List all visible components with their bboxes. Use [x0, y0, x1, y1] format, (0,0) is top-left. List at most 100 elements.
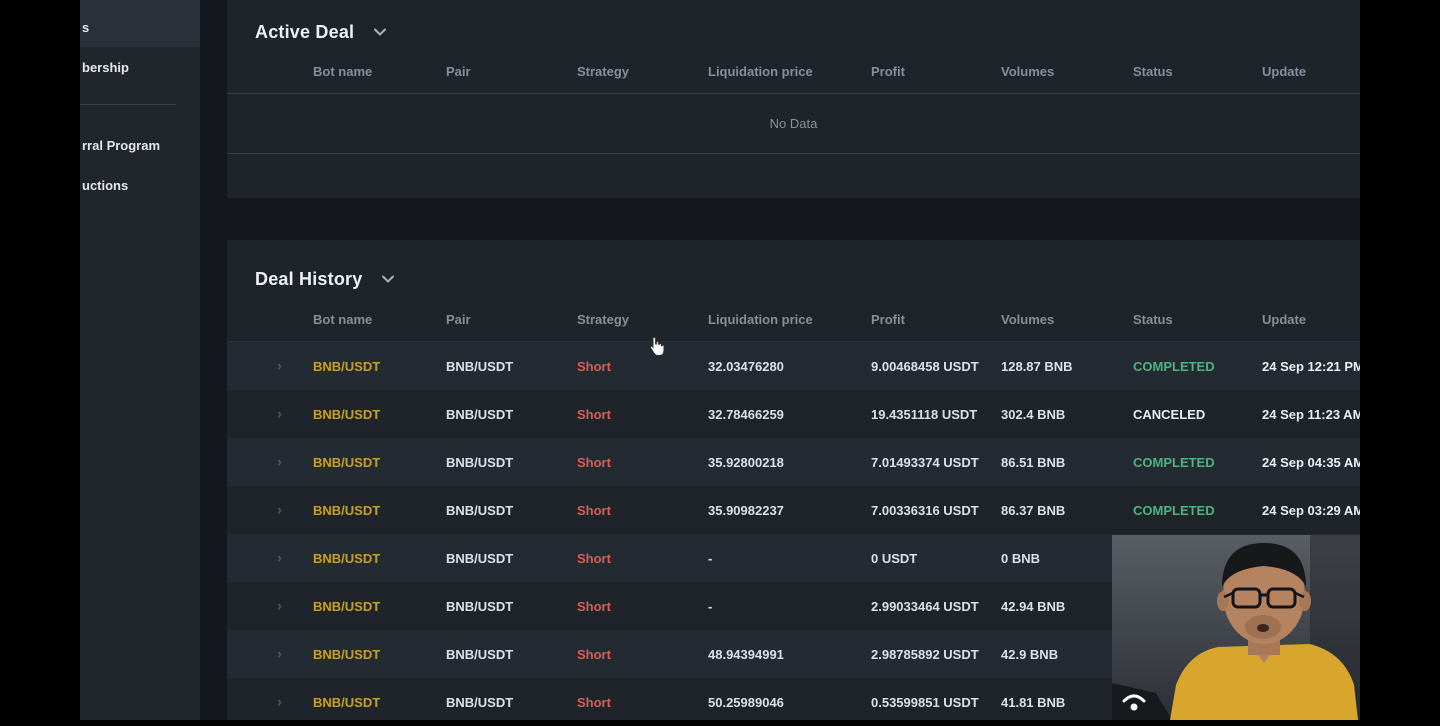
cell-liquidation-price: -	[708, 550, 713, 566]
cell-strategy: Short	[577, 406, 611, 422]
cell-volumes: 0 BNB	[1001, 550, 1041, 566]
col-bot-name: Bot name	[313, 64, 373, 79]
cell-bot-name[interactable]: BNB/USDT	[313, 502, 381, 518]
cell-pair: BNB/USDT	[446, 550, 514, 566]
sidebar-active-item-bg	[80, 0, 200, 47]
table-row[interactable]: › BNB/USDT BNB/USDT Short - 2.99033464 U…	[227, 582, 1360, 630]
cell-pair: BNB/USDT	[446, 598, 514, 614]
col-bot-name: Bot name	[313, 312, 373, 327]
cell-profit: 9.00468458 USDT	[871, 358, 979, 374]
table-row[interactable]: › BNB/USDT BNB/USDT Short 50.25989046 0.…	[227, 678, 1360, 726]
webcam-overlay	[1112, 535, 1360, 720]
cell-volumes: 86.37 BNB	[1001, 502, 1066, 518]
row-expand-chevron-icon[interactable]: ›	[277, 645, 282, 663]
row-expand-chevron-icon[interactable]: ›	[277, 453, 282, 471]
cell-update: 24 Sep 11:23 AM	[1262, 406, 1360, 422]
active-deal-title: Active Deal	[255, 21, 355, 42]
cell-strategy: Short	[577, 598, 611, 614]
cell-liquidation-price: -	[708, 598, 713, 614]
cell-pair: BNB/USDT	[446, 406, 514, 422]
row-expand-chevron-icon[interactable]: ›	[277, 405, 282, 423]
table-row[interactable]: › BNB/USDT BNB/USDT Short 35.90982237 7.…	[227, 486, 1360, 534]
cell-status: COMPLETED	[1133, 358, 1215, 374]
cell-liquidation-price: 35.92800218	[708, 454, 784, 470]
sidebar-item-instructions[interactable]: uctions	[82, 178, 129, 193]
cell-profit: 0.53599851 USDT	[871, 694, 979, 710]
cell-volumes: 128.87 BNB	[1001, 358, 1073, 374]
cell-liquidation-price: 32.03476280	[708, 358, 784, 374]
cell-volumes: 302.4 BNB	[1001, 406, 1066, 422]
cell-bot-name[interactable]: BNB/USDT	[313, 694, 381, 710]
row-expand-chevron-icon[interactable]: ›	[277, 501, 282, 519]
cell-update: 24 Sep 04:35 AM	[1262, 454, 1360, 470]
sidebar-item-membership[interactable]: bership	[82, 60, 129, 75]
cell-strategy: Short	[577, 646, 611, 662]
cell-strategy: Short	[577, 358, 611, 374]
cell-pair: BNB/USDT	[446, 358, 514, 374]
col-profit: Profit	[871, 312, 905, 327]
cell-update: 24 Sep 03:29 AM	[1262, 502, 1360, 518]
webcam-video-frame	[1112, 535, 1360, 720]
cell-bot-name[interactable]: BNB/USDT	[313, 454, 381, 470]
cell-liquidation-price: 35.90982237	[708, 502, 784, 518]
col-strategy: Strategy	[577, 64, 630, 79]
cell-bot-name[interactable]: BNB/USDT	[313, 406, 381, 422]
cell-volumes: 42.9 BNB	[1001, 646, 1059, 662]
cell-pair: BNB/USDT	[446, 694, 514, 710]
col-strategy: Strategy	[577, 312, 630, 327]
table-row[interactable]: › BNB/USDT BNB/USDT Short 35.92800218 7.…	[227, 438, 1360, 486]
table-row[interactable]: › BNB/USDT BNB/USDT Short 32.78466259 19…	[227, 390, 1360, 438]
col-liquidation-price: Liquidation price	[708, 312, 813, 327]
active-deal-header: Bot name Pair Strategy Liquidation price…	[227, 50, 1360, 94]
cell-volumes: 41.81 BNB	[1001, 694, 1066, 710]
col-volumes: Volumes	[1001, 312, 1055, 327]
row-expand-chevron-icon[interactable]: ›	[277, 549, 282, 567]
sidebar: s bership rral Program uctions	[80, 0, 200, 720]
cell-bot-name[interactable]: BNB/USDT	[313, 646, 381, 662]
letterbox-left	[0, 0, 80, 720]
cell-liquidation-price: 50.25989046	[708, 694, 784, 710]
col-volumes: Volumes	[1001, 64, 1055, 79]
col-liquidation-price: Liquidation price	[708, 64, 813, 79]
cell-status: COMPLETED	[1133, 454, 1215, 470]
cell-strategy: Short	[577, 550, 611, 566]
cell-pair: BNB/USDT	[446, 646, 514, 662]
cell-bot-name[interactable]: BNB/USDT	[313, 598, 381, 614]
cell-volumes: 42.94 BNB	[1001, 598, 1066, 614]
deal-history-collapse-chevron-icon[interactable]	[380, 271, 396, 287]
cell-status: CANCELED	[1133, 406, 1206, 422]
cell-bot-name[interactable]: BNB/USDT	[313, 550, 381, 566]
cell-profit: 2.99033464 USDT	[871, 598, 979, 614]
cell-strategy: Short	[577, 502, 611, 518]
cell-profit: 0 USDT	[871, 550, 918, 566]
col-status: Status	[1133, 64, 1173, 79]
table-row[interactable]: › BNB/USDT BNB/USDT Short 32.03476280 9.…	[227, 342, 1360, 390]
deal-history-title: Deal History	[255, 268, 363, 289]
cell-liquidation-price: 48.94394991	[708, 646, 784, 662]
col-status: Status	[1133, 312, 1173, 327]
active-deal-card: Active Deal Bot name Pair Strategy Liqui…	[227, 0, 1360, 198]
col-update: Update	[1262, 64, 1307, 79]
active-deal-collapse-chevron-icon[interactable]	[372, 24, 388, 40]
sidebar-item-bots[interactable]: s	[82, 20, 90, 35]
row-expand-chevron-icon[interactable]: ›	[277, 357, 282, 375]
cell-profit: 19.4351118 USDT	[871, 406, 978, 422]
cell-status: COMPLETED	[1133, 502, 1215, 518]
letterbox-right	[1360, 0, 1440, 720]
cell-profit: 7.00336316 USDT	[871, 502, 979, 518]
cell-strategy: Short	[577, 454, 611, 470]
row-expand-chevron-icon[interactable]: ›	[277, 597, 282, 615]
sidebar-item-referral-program[interactable]: rral Program	[82, 138, 161, 153]
cell-bot-name[interactable]: BNB/USDT	[313, 358, 381, 374]
cell-pair: BNB/USDT	[446, 454, 514, 470]
col-pair: Pair	[446, 64, 471, 79]
cell-volumes: 86.51 BNB	[1001, 454, 1066, 470]
cell-strategy: Short	[577, 694, 611, 710]
cell-liquidation-price: 32.78466259	[708, 406, 784, 422]
active-deal-empty-state: No Data	[227, 94, 1360, 154]
cell-profit: 2.98785892 USDT	[871, 646, 979, 662]
row-expand-chevron-icon[interactable]: ›	[277, 693, 282, 711]
col-update: Update	[1262, 312, 1307, 327]
webcam-logo	[1122, 694, 1146, 711]
